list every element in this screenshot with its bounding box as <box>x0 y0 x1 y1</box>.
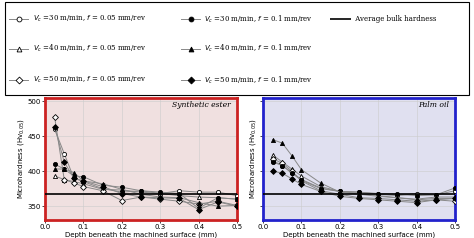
Text: $\it{V_c}$ =50 m/min, $\it{f}$ = 0.1 mm/rev: $\it{V_c}$ =50 m/min, $\it{f}$ = 0.1 mm/… <box>204 75 313 86</box>
Y-axis label: Microhardness (Hv$_{0.05}$): Microhardness (Hv$_{0.05}$) <box>247 119 257 199</box>
Text: $\it{V_c}$ =50 m/min, $\it{f}$ = 0.05 mm/rev: $\it{V_c}$ =50 m/min, $\it{f}$ = 0.05 mm… <box>33 75 146 85</box>
X-axis label: Depth beneath the machined surface (mm): Depth beneath the machined surface (mm) <box>283 232 435 238</box>
Text: $\it{V_c}$ =30 m/min, $\it{f}$ = 0.1 mm/rev: $\it{V_c}$ =30 m/min, $\it{f}$ = 0.1 mm/… <box>204 14 313 25</box>
Text: Palm oil: Palm oil <box>418 101 449 109</box>
Text: $\it{V_c}$ =30 m/min, $\it{f}$ = 0.05 mm/rev: $\it{V_c}$ =30 m/min, $\it{f}$ = 0.05 mm… <box>33 14 146 24</box>
Text: $\it{V_c}$ =40 m/min, $\it{f}$ = 0.05 mm/rev: $\it{V_c}$ =40 m/min, $\it{f}$ = 0.05 mm… <box>33 43 146 55</box>
Text: Average bulk hardness: Average bulk hardness <box>353 15 437 23</box>
Text: $\it{V_c}$ =40 m/min, $\it{f}$ = 0.1 mm/rev: $\it{V_c}$ =40 m/min, $\it{f}$ = 0.1 mm/… <box>204 43 313 55</box>
FancyBboxPatch shape <box>5 2 469 95</box>
Y-axis label: Microhardness (Hv$_{0.05}$): Microhardness (Hv$_{0.05}$) <box>16 119 26 199</box>
Text: Synthetic ester: Synthetic ester <box>173 101 231 109</box>
X-axis label: Depth beneath the machined surface (mm): Depth beneath the machined surface (mm) <box>65 232 217 238</box>
